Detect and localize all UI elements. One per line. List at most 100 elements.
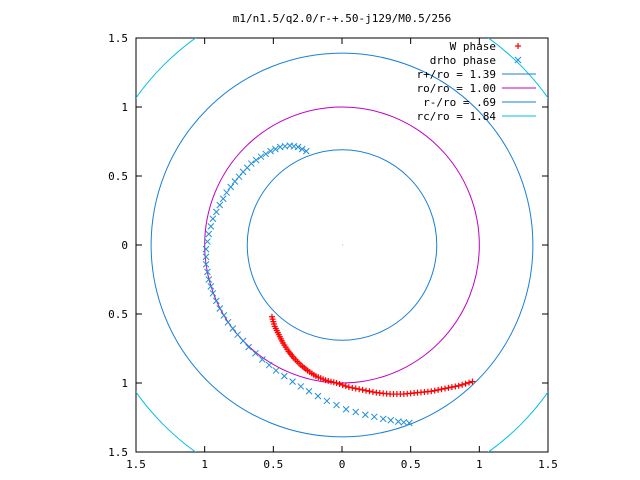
drho-phase-point-28-1 — [387, 416, 395, 424]
w-phase-point-12-2 — [366, 388, 373, 395]
w-phase-point-19 — [455, 382, 462, 389]
drho-phase-point-8 — [231, 178, 239, 185]
w-phase-point-17-2 — [435, 386, 442, 393]
drho-phase-point-12-1 — [204, 238, 211, 245]
legend-label-0: W phase — [450, 40, 496, 53]
drho-phase-point-17 — [216, 305, 224, 312]
drho-phase-point-29-1 — [400, 418, 408, 426]
legend-label-3: ro/ro = 1.00 — [417, 82, 496, 95]
drho-phase-point-19-1 — [239, 337, 247, 345]
drho-phase-point-23-1 — [297, 383, 305, 390]
w-phase-point-11-1 — [349, 384, 356, 391]
drho-phase-point-28 — [379, 415, 387, 423]
drho-phase-point-26-1 — [352, 408, 360, 416]
x-tick-label-0: 1.5 — [126, 458, 146, 471]
w-phase-point-9-2 — [328, 378, 335, 385]
drho-phase-point-0 — [302, 147, 310, 155]
y-tick-label-2: 0.5 — [108, 170, 128, 183]
drho-phase-point-7 — [239, 168, 247, 176]
drho-phase-point-12 — [205, 230, 213, 238]
legend-sample-1 — [514, 56, 522, 64]
w-phase-point-20 — [469, 378, 476, 385]
drho-phase-point-11 — [209, 215, 217, 223]
w-phase-point-12-1 — [363, 387, 370, 394]
drho-phase-point-21 — [258, 356, 266, 363]
drho-phase-point-18 — [224, 318, 232, 326]
w-phase-point-11-2 — [352, 385, 359, 392]
drho-phase-point-22 — [272, 367, 280, 374]
w-phase-point-17-3 — [438, 386, 445, 393]
drho-phase-point-13-1 — [202, 253, 210, 261]
y-tick-label-0: 1.5 — [108, 32, 128, 45]
w-phase-point-11 — [345, 384, 352, 391]
w-phase-point-10-2 — [339, 382, 346, 389]
drho-phase-point-8-1 — [227, 183, 235, 191]
drho-phase-point-26 — [342, 405, 350, 413]
w-phase-point-10-3 — [342, 383, 349, 390]
drho-phase-point-9-1 — [219, 195, 227, 203]
w-phase-point-12-3 — [369, 388, 376, 395]
w-phase-point-9 — [322, 377, 329, 384]
w-phase-point-11-3 — [356, 386, 363, 393]
w-phase-point-9-1 — [325, 377, 332, 384]
drho-phase-point-27 — [361, 411, 369, 419]
legend-label-2: r+/ro = 1.39 — [417, 68, 496, 81]
circle-2 — [246, 149, 438, 341]
drho-phase-point-15-1 — [207, 283, 215, 290]
drho-phase-point-3-1 — [272, 145, 279, 153]
legend-label-1: drho phase — [430, 54, 496, 67]
drho-phase-point-14 — [202, 260, 210, 268]
reference-circles — [136, 38, 548, 452]
y-tick-label-4: 0.5 — [108, 308, 128, 321]
drho-phase-point-11-1 — [207, 223, 215, 230]
drho-phase-point-9 — [223, 189, 230, 196]
legend-label-5: rc/ro = 1.84 — [417, 110, 497, 123]
w-phase-point-9-3 — [330, 379, 337, 386]
drho-phase-point-29 — [394, 418, 402, 425]
x-tick-label-5: 1 — [476, 458, 483, 471]
x-tick-label-2: 0.5 — [263, 458, 283, 471]
drho-phase-point-18-1 — [229, 325, 237, 332]
x-tick-label-3: 0 — [339, 458, 346, 471]
legend-label-4: r-/ro = .69 — [423, 96, 496, 109]
drho-phase-point-19 — [234, 331, 241, 339]
drho-phase-point-0-1 — [298, 145, 306, 153]
drho-phase-point-20-1 — [252, 349, 259, 357]
chart-title: m1/n1.5/q2.0/r-+.50-j129/M0.5/256 — [233, 12, 452, 25]
y-tick-label-3: 0 — [121, 239, 128, 252]
circle-0 — [150, 52, 534, 438]
circle-1 — [204, 106, 480, 384]
drho-phase-point-4 — [267, 147, 274, 155]
drho-phase-point-24 — [305, 387, 313, 395]
w-phase-points — [268, 313, 476, 398]
x-tick-label-6: 1.5 — [538, 458, 558, 471]
drho-phase-points — [202, 142, 413, 427]
drho-phase-point-15 — [205, 276, 213, 283]
y-tick-label-5: 1 — [121, 377, 128, 390]
w-phase-point-18-1 — [445, 384, 452, 391]
w-phase-point-18-2 — [448, 384, 455, 391]
drho-phase-point-25 — [323, 397, 331, 405]
drho-phase-point-30 — [405, 419, 413, 427]
drho-phase-point-17-1 — [220, 312, 228, 319]
axis-ticks: 1.5 1 0.5 0 0.5 1 1.51.510.500.511.5 — [108, 32, 558, 471]
drho-phase-point-10 — [216, 201, 224, 209]
w-phase-point-10 — [333, 380, 340, 386]
drho-phase-point-22-1 — [280, 372, 288, 380]
drho-phase-point-16-1 — [212, 297, 220, 305]
drho-phase-point-14-1 — [204, 268, 211, 276]
w-phase-point-18 — [442, 385, 448, 392]
w-phase-point-17 — [428, 388, 435, 395]
w-phase-point-18-3 — [452, 383, 459, 390]
drho-phase-point-16 — [209, 289, 217, 297]
drho-phase-point-4-1 — [262, 150, 270, 158]
w-phase-point-19-2 — [462, 380, 469, 387]
x-tick-label-1: 1 — [201, 458, 208, 471]
drho-phase-point-3 — [276, 143, 284, 151]
y-tick-label-1: 1 — [121, 101, 128, 114]
drho-phase-point-5 — [257, 153, 265, 161]
w-phase-point-19-3 — [466, 379, 473, 386]
drho-phase-point-25-1 — [333, 401, 340, 409]
